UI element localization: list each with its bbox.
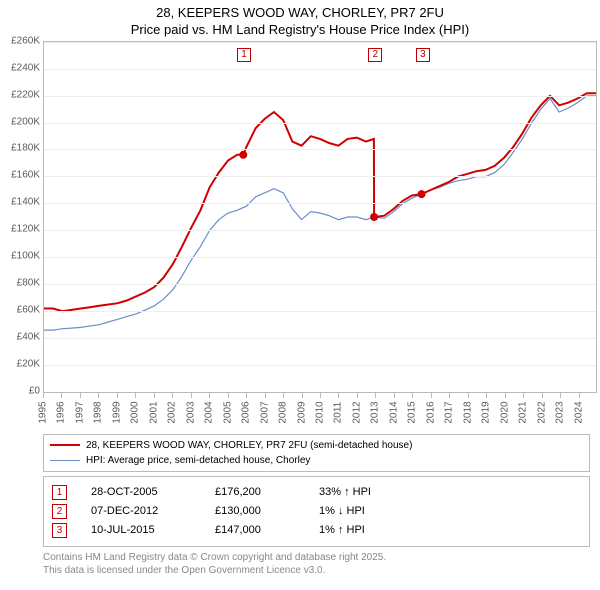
x-tick-label: 2012 <box>351 397 362 427</box>
event-hpi-change: 33% ↑ HPI <box>319 486 371 498</box>
legend-swatch <box>50 460 80 461</box>
x-tick-label: 1998 <box>93 397 104 427</box>
sale-marker-label: 3 <box>416 48 430 62</box>
x-tick-label: 2011 <box>333 397 344 427</box>
x-tick-label: 2006 <box>241 397 252 427</box>
legend-row: HPI: Average price, semi-detached house,… <box>50 453 583 468</box>
series-line-hpi <box>44 96 596 330</box>
gridline <box>44 69 596 70</box>
sale-marker-dot <box>239 151 247 159</box>
y-tick-label: £100K <box>11 251 40 262</box>
x-tick-label: 2021 <box>518 397 529 427</box>
legend-label: HPI: Average price, semi-detached house,… <box>86 453 310 468</box>
gridline <box>44 203 596 204</box>
y-tick-label: £0 <box>29 385 40 396</box>
x-tick-label: 2017 <box>444 397 455 427</box>
event-price: £130,000 <box>215 505 295 517</box>
gridline <box>44 123 596 124</box>
chart-title-address: 28, KEEPERS WOOD WAY, CHORLEY, PR7 2FU <box>10 5 590 22</box>
x-tick-label: 2016 <box>425 397 436 427</box>
y-tick-label: £60K <box>17 305 40 316</box>
chart-container: 28, KEEPERS WOOD WAY, CHORLEY, PR7 2FU P… <box>0 0 600 577</box>
sale-marker-label: 1 <box>237 48 251 62</box>
events-table: 1 28-OCT-2005 £176,200 33% ↑ HPI 2 07-DEC-201… <box>43 476 590 547</box>
title-block: 28, KEEPERS WOOD WAY, CHORLEY, PR7 2FU P… <box>0 0 600 41</box>
plot-svg <box>44 42 596 392</box>
legend-label: 28, KEEPERS WOOD WAY, CHORLEY, PR7 2FU (… <box>86 438 412 453</box>
event-price: £176,200 <box>215 486 295 498</box>
event-price: £147,000 <box>215 524 295 536</box>
gridline <box>44 230 596 231</box>
x-tick-label: 2014 <box>388 397 399 427</box>
x-tick-label: 2008 <box>278 397 289 427</box>
event-date: 10-JUL-2015 <box>91 524 191 536</box>
x-tick-label: 2015 <box>407 397 418 427</box>
x-tick-label: 2005 <box>222 397 233 427</box>
y-tick-label: £260K <box>11 35 40 46</box>
gridline <box>44 42 596 43</box>
x-tick-label: 1997 <box>74 397 85 427</box>
y-tick-label: £20K <box>17 358 40 369</box>
event-hpi-change: 1% ↑ HPI <box>319 524 365 536</box>
x-tick-label: 2007 <box>259 397 270 427</box>
event-row: 1 28-OCT-2005 £176,200 33% ↑ HPI <box>52 483 581 502</box>
event-number-badge: 3 <box>52 523 67 538</box>
event-hpi-change: 1% ↓ HPI <box>319 505 365 517</box>
gridline <box>44 96 596 97</box>
footnote-line1: Contains HM Land Registry data © Crown c… <box>43 551 590 564</box>
y-tick-label: £80K <box>17 278 40 289</box>
event-date: 28-OCT-2005 <box>91 486 191 498</box>
gridline <box>44 365 596 366</box>
gridline <box>44 176 596 177</box>
x-tick-label: 2004 <box>204 397 215 427</box>
sale-marker-dot <box>418 190 426 198</box>
event-date: 07-DEC-2012 <box>91 505 191 517</box>
y-tick-label: £160K <box>11 170 40 181</box>
event-number-badge: 2 <box>52 504 67 519</box>
x-tick-label: 2010 <box>315 397 326 427</box>
x-axis-labels: 1995199619971998199920002001200220032004… <box>43 393 597 428</box>
x-tick-label: 1995 <box>38 397 49 427</box>
x-tick-label: 2023 <box>555 397 566 427</box>
x-tick-label: 2019 <box>481 397 492 427</box>
event-number-badge: 1 <box>52 485 67 500</box>
y-tick-label: £140K <box>11 197 40 208</box>
y-tick-label: £120K <box>11 224 40 235</box>
x-tick-label: 2003 <box>185 397 196 427</box>
y-tick-label: £240K <box>11 62 40 73</box>
footnote-line2: This data is licensed under the Open Gov… <box>43 564 590 577</box>
x-tick-label: 2000 <box>130 397 141 427</box>
event-row: 3 10-JUL-2015 £147,000 1% ↑ HPI <box>52 521 581 540</box>
gridline <box>44 338 596 339</box>
y-axis-labels: £0£20K£40K£60K£80K£100K£120K£140K£160K£1… <box>0 41 42 391</box>
legend-swatch <box>50 444 80 446</box>
legend-row: 28, KEEPERS WOOD WAY, CHORLEY, PR7 2FU (… <box>50 438 583 453</box>
chart-title-desc: Price paid vs. HM Land Registry's House … <box>10 22 590 39</box>
gridline <box>44 311 596 312</box>
x-tick-label: 2002 <box>167 397 178 427</box>
x-tick-label: 2018 <box>462 397 473 427</box>
x-tick-label: 2024 <box>573 397 584 427</box>
plot-area: 1 2 3 <box>43 41 597 393</box>
legend: 28, KEEPERS WOOD WAY, CHORLEY, PR7 2FU (… <box>43 434 590 472</box>
x-tick-label: 2022 <box>536 397 547 427</box>
y-tick-label: £220K <box>11 89 40 100</box>
gridline <box>44 284 596 285</box>
gridline <box>44 257 596 258</box>
sale-marker-label: 2 <box>368 48 382 62</box>
footnote: Contains HM Land Registry data © Crown c… <box>43 551 590 577</box>
x-tick-label: 2001 <box>148 397 159 427</box>
x-tick-label: 1996 <box>56 397 67 427</box>
sale-marker-dot <box>370 213 378 221</box>
y-tick-label: £200K <box>11 116 40 127</box>
series-line-property <box>44 93 596 311</box>
gridline <box>44 149 596 150</box>
x-tick-label: 2013 <box>370 397 381 427</box>
x-tick-label: 2009 <box>296 397 307 427</box>
event-row: 2 07-DEC-2012 £130,000 1% ↓ HPI <box>52 502 581 521</box>
y-tick-label: £180K <box>11 143 40 154</box>
y-tick-label: £40K <box>17 331 40 342</box>
x-tick-label: 2020 <box>499 397 510 427</box>
x-tick-label: 1999 <box>111 397 122 427</box>
